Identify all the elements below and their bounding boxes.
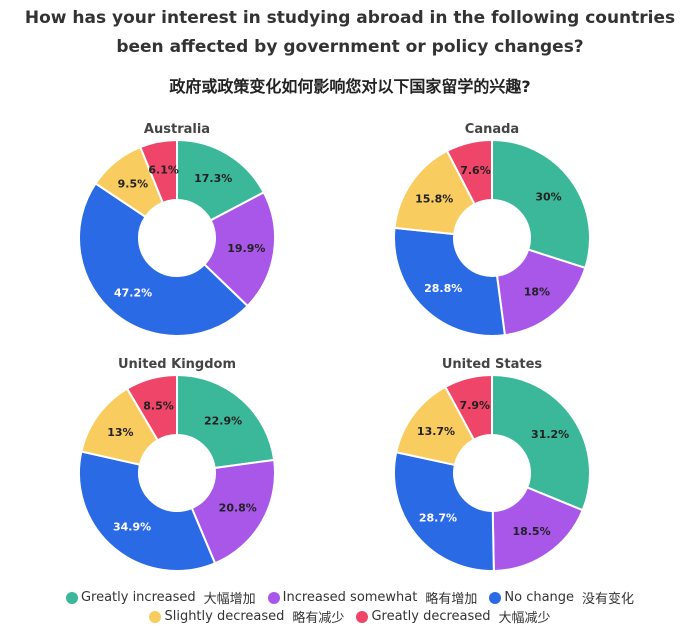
legend-item-no-change: No change 没有变化 — [489, 588, 634, 607]
data-label: 28.8% — [424, 282, 462, 295]
legend-label: Slightly decreased — [164, 609, 285, 624]
donut-slice-increased-somewhat — [202, 191, 276, 308]
legend-label-chinese: 没有变化 — [582, 592, 635, 607]
data-label: 30% — [535, 191, 561, 204]
donut-slice-no-change — [78, 182, 250, 337]
legend-row-1: Greatly increased 大幅增加 Increased somewha… — [0, 588, 700, 607]
data-label: 28.7% — [419, 511, 457, 524]
legend-label: Greatly decreased — [371, 609, 491, 624]
data-label: 34.9% — [113, 521, 151, 534]
donut-chart-canada: Canada 30% 18% 28.8% 15.8% 7.6% — [393, 122, 591, 337]
donut-slice-greatly-decreased — [139, 138, 178, 205]
donut-slice-increased-somewhat — [491, 486, 584, 573]
donut-title: Canada — [465, 122, 519, 137]
donut-slice-no-change — [393, 451, 495, 572]
data-label: 22.9% — [204, 414, 242, 427]
legend-label-chinese: 大幅减少 — [498, 611, 551, 626]
data-label: 18% — [524, 286, 550, 299]
data-label: 20.8% — [219, 502, 257, 515]
chart-title-line1: How has your interest in studying abroad… — [24, 8, 676, 28]
legend-item-greatly-decreased: Greatly decreased 大幅减少 — [356, 607, 551, 626]
data-label: 18.5% — [512, 525, 550, 538]
legend-label-chinese: 略有增加 — [425, 592, 478, 607]
donut-slice-greatly-increased — [491, 373, 591, 512]
chart-title-line2: been affected by government or policy ch… — [116, 37, 584, 57]
donut-slice-increased-somewhat — [495, 248, 587, 337]
donut-slice-increased-somewhat — [190, 458, 276, 565]
data-label: 15.8% — [415, 193, 453, 206]
data-label: 8.5% — [143, 399, 174, 412]
legend-label: Greatly increased — [80, 590, 196, 605]
data-label: 47.2% — [114, 286, 152, 299]
legend-swatch — [149, 610, 162, 623]
legend-row-2: Slightly decreased 略有减少 Greatly decrease… — [0, 607, 700, 626]
data-label: 31.2% — [531, 428, 569, 441]
donut-slice-greatly-increased — [491, 138, 591, 270]
donut-slice-greatly-increased — [176, 373, 276, 470]
legend-label: Increased somewhat — [282, 590, 418, 605]
legend-swatch — [267, 591, 280, 604]
donut-slice-greatly-decreased — [125, 373, 178, 442]
legend-swatch — [356, 610, 369, 623]
donut-chart-united-states: United States 31.2% 18.5% 28.7% 13.7% 7.9% — [393, 357, 591, 573]
legend-item-greatly-increased: Greatly increased 大幅增加 — [65, 588, 256, 607]
legend-label-chinese: 略有减少 — [292, 611, 345, 626]
donut-title: United Kingdom — [118, 357, 236, 372]
donut-slice-no-change — [393, 226, 506, 337]
data-label: 7.9% — [460, 399, 491, 412]
data-label: 17.3% — [194, 172, 232, 185]
legend-item-increased-somewhat: Increased somewhat 略有增加 — [267, 588, 478, 607]
legend-item-slightly-decreased: Slightly decreased 略有减少 — [149, 607, 344, 626]
data-label: 19.9% — [227, 242, 265, 255]
donut-slice-greatly-decreased — [443, 373, 493, 441]
data-label: 9.5% — [118, 178, 149, 191]
data-label: 13% — [107, 426, 133, 439]
data-label: 6.1% — [148, 163, 179, 176]
legend-label-chinese: 大幅增加 — [203, 592, 256, 607]
donut-slice-no-change — [78, 450, 217, 572]
donut-slice-greatly-decreased — [445, 138, 493, 206]
legend-swatch — [489, 591, 502, 604]
data-label: 13.7% — [417, 425, 455, 438]
chart-title-chinese: 政府或政策变化如何影响您对以下国家留学的兴趣? — [169, 77, 531, 96]
legend-label: No change — [504, 590, 575, 605]
donut-chart-australia: Australia 17.3% 19.9% 47.2% 9.5% 6.1% — [78, 122, 276, 337]
legend-swatch — [65, 591, 78, 604]
donut-title: Australia — [144, 122, 210, 137]
donut-title: United States — [442, 357, 543, 372]
donut-chart-united-kingdom: United Kingdom 22.9% 20.8% 34.9% 13% 8.5% — [78, 357, 276, 572]
data-label: 7.6% — [460, 164, 491, 177]
